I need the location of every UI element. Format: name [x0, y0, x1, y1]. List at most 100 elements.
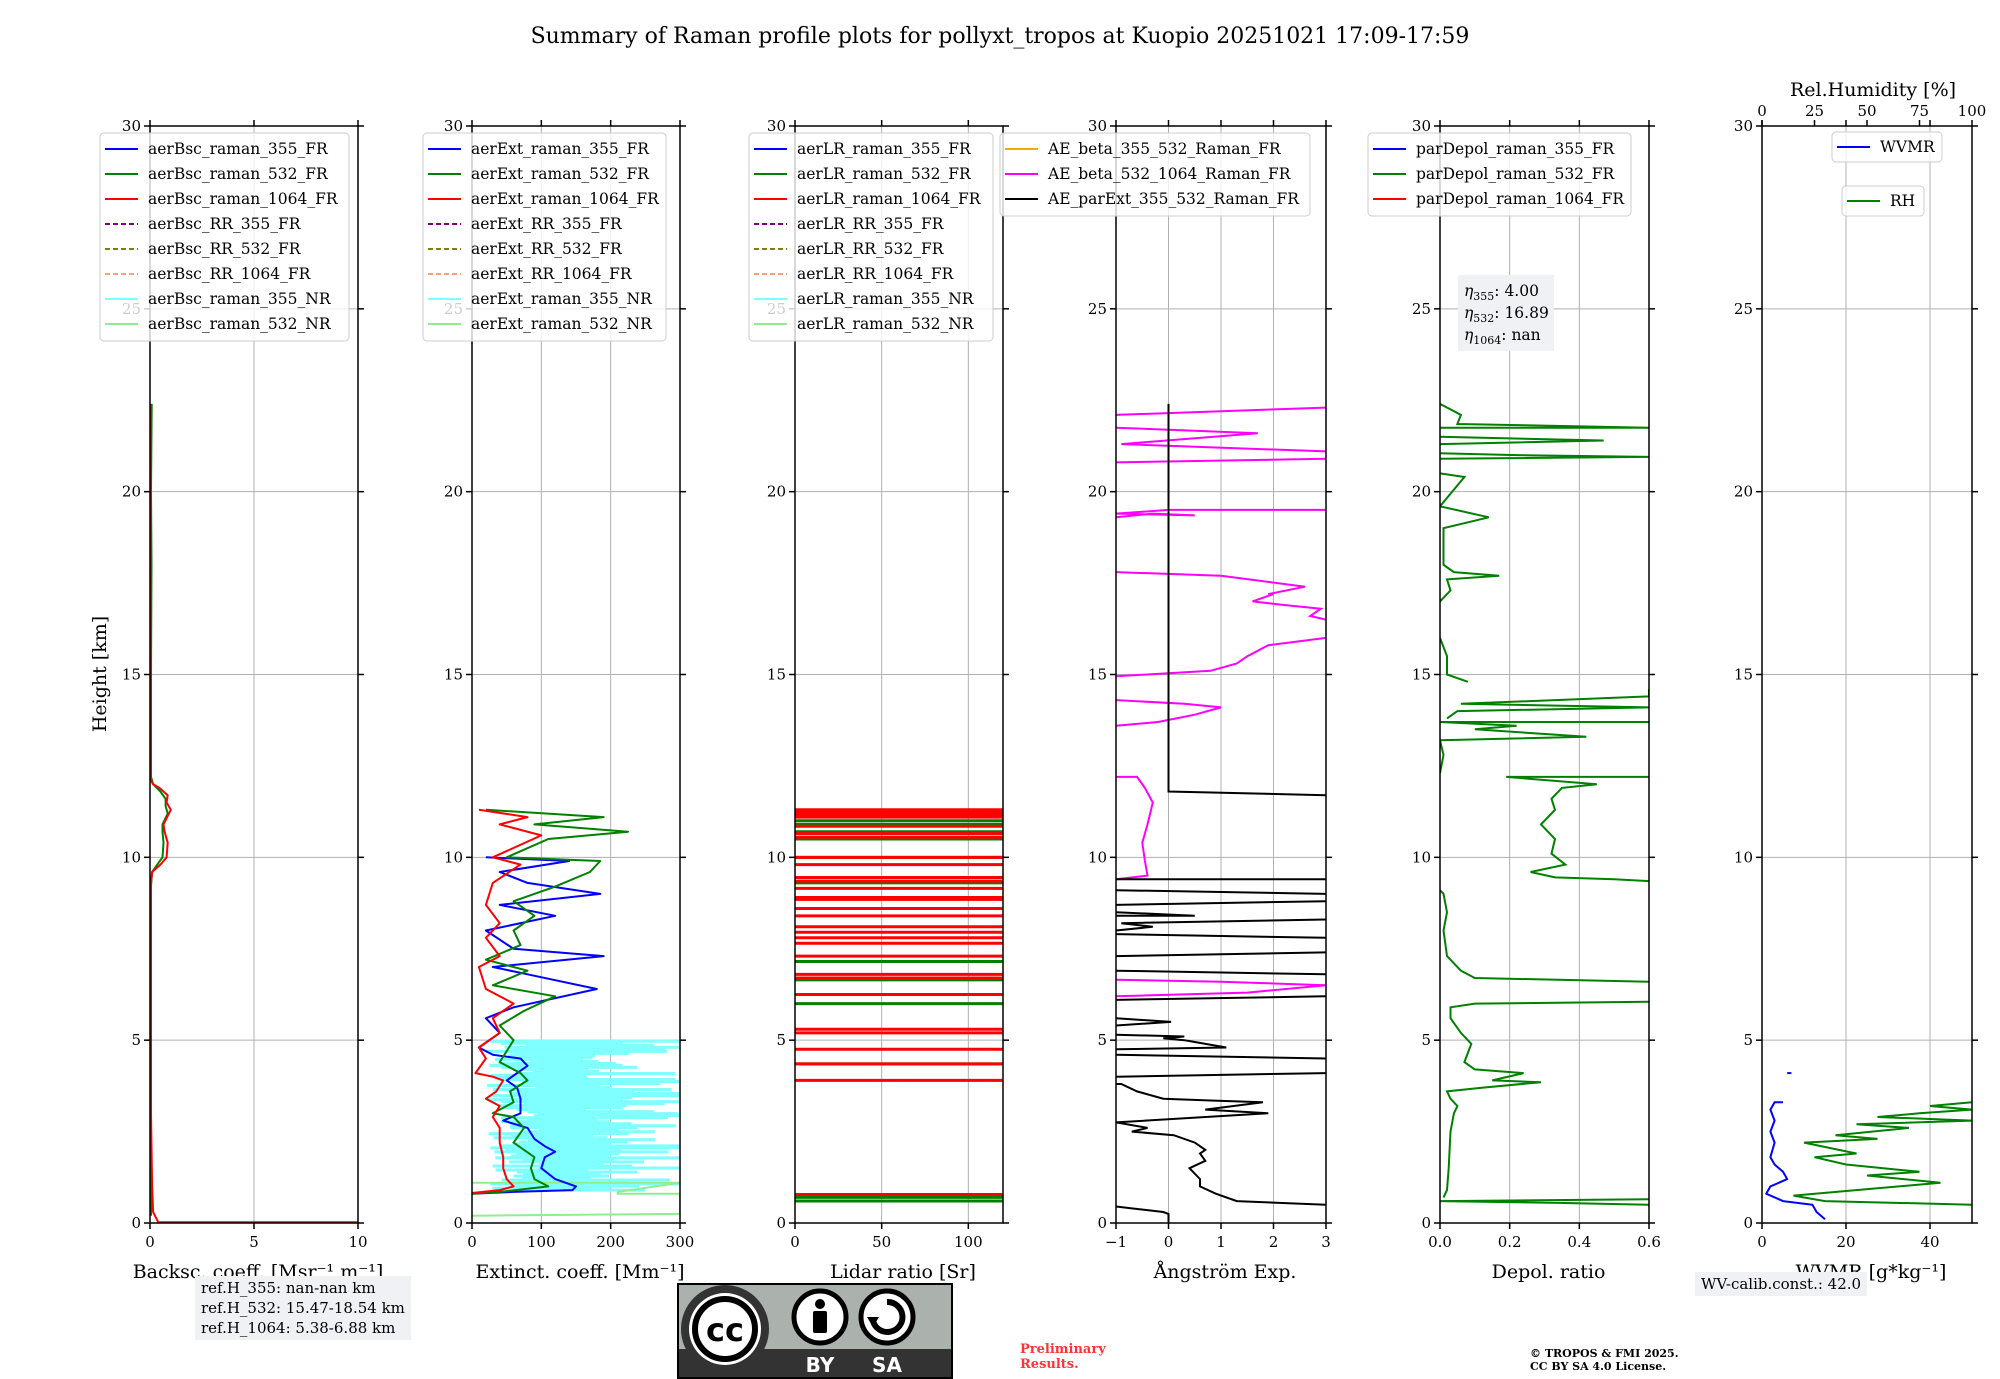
y-tick-label: 10	[1412, 848, 1431, 866]
legend: WVMR RH	[1831, 131, 1943, 217]
x-tick-label: 0	[145, 1233, 155, 1251]
data-segment	[1116, 1083, 1326, 1206]
y-tick-label: 5	[131, 1031, 141, 1049]
legend-entry: aerLR_RR_355_FR	[797, 215, 945, 233]
data-segment	[1116, 1033, 1227, 1051]
wv-calibration-constant: WV-calib.const.: 42.0	[1701, 1275, 1862, 1293]
series-aerBsc_raman_1064_FR	[150, 403, 358, 1223]
y-tick-label: 15	[1734, 666, 1753, 684]
y-tick-label: 15	[444, 666, 463, 684]
top-x-tick-label: 0	[1757, 102, 1767, 120]
legend-entry: aerBsc_RR_532_FR	[148, 240, 302, 258]
ref-height-532: ref.H_532: 15.47-18.54 km	[201, 1299, 405, 1317]
plot-area	[472, 808, 680, 1217]
legend-entry: aerBsc_RR_355_FR	[148, 215, 302, 233]
x-tick-label: 200	[596, 1233, 625, 1251]
top-x-tick-label: 25	[1805, 102, 1824, 120]
data-segment	[1440, 1198, 1649, 1207]
y-tick-label: 20	[767, 483, 786, 501]
data-segment	[1116, 889, 1326, 895]
data-segment	[1116, 995, 1326, 1001]
y-tick-label: 10	[122, 848, 141, 866]
legend: aerBsc_raman_355_FR aerBsc_raman_532_FRae…	[99, 132, 350, 342]
y-tick-label: 15	[767, 666, 786, 684]
y-tick-label: 30	[1412, 117, 1431, 135]
legend-entry: AE_beta_532_1064_Raman_FR	[1047, 165, 1292, 183]
x-axis-label: Depol. ratio	[1492, 1261, 1606, 1283]
legend-entry: aerBsc_raman_355_NR	[148, 290, 332, 308]
y-tick-label: 5	[1743, 1031, 1753, 1049]
legend: AE_beta_355_532_Raman_FR AE_beta_532_1064…	[999, 132, 1311, 217]
wv-calibration-box: WV-calib.const.: 42.0	[1695, 1272, 1868, 1296]
data-segment	[1446, 689, 1649, 720]
data-segment	[1116, 571, 1326, 621]
data-segment	[1440, 637, 1469, 683]
y-tick-label: 5	[1421, 1031, 1431, 1049]
x-tick-label: 1	[1216, 1233, 1226, 1251]
top-x-tick-label: 75	[1910, 102, 1929, 120]
y-tick-label: 30	[444, 117, 463, 135]
data-segment	[1116, 900, 1326, 906]
legend-entry: aerLR_raman_1064_FR	[797, 190, 982, 208]
x-tick-label: 20	[1836, 1233, 1855, 1251]
x-tick-label: 0.0	[1428, 1233, 1452, 1251]
x-tick-label: 5	[249, 1233, 259, 1251]
legend-entry: aerBsc_raman_1064_FR	[148, 190, 339, 208]
series-aerExt_raman_532_NR	[472, 1181, 680, 1217]
y-tick-label: 15	[1088, 666, 1107, 684]
x-tick-label: 3	[1321, 1233, 1331, 1251]
data-segment	[1440, 721, 1649, 774]
data-segment	[1116, 636, 1326, 678]
legend-entry: parDepol_raman_532_FR	[1416, 165, 1616, 183]
data-segment	[1116, 933, 1326, 939]
y-tick-label: 10	[1088, 848, 1107, 866]
eta-value-532: η532: 16.89	[1464, 304, 1549, 325]
x-tick-label: 0.2	[1498, 1233, 1522, 1251]
legend: parDepol_raman_355_FR parDepol_raman_532_…	[1367, 132, 1632, 217]
by-label: BY	[806, 1353, 835, 1377]
x-tick-label: 0.6	[1637, 1233, 1661, 1251]
top-x-axis-label: Rel.Humidity [%]	[1790, 79, 1956, 101]
data-segment	[1116, 969, 1326, 976]
figure-title: Summary of Raman profile plots for polly…	[531, 24, 1470, 49]
x-tick-label: 0	[1164, 1233, 1174, 1251]
x-tick-label: 0	[790, 1233, 800, 1251]
copyright-line-2: CC BY SA 4.0 License.	[1530, 1360, 1667, 1373]
series-AE_beta_532_1064_Raman_FR	[1116, 406, 1326, 998]
legend-entry: aerLR_raman_355_FR	[797, 140, 972, 158]
series-parDepol_raman_532_FR	[1440, 403, 1649, 1207]
legend-box	[999, 132, 1311, 217]
ref-height-1064: ref.H_1064: 5.38-6.88 km	[201, 1319, 396, 1337]
data-segment	[1116, 1205, 1170, 1223]
legend-entry: AE_beta_355_532_Raman_FR	[1047, 140, 1282, 158]
y-tick-label: 15	[1412, 666, 1431, 684]
legend-entry: RH	[1890, 192, 1915, 210]
y-tick-label: 20	[444, 483, 463, 501]
data-segment	[1116, 426, 1326, 453]
x-tick-label: 100	[954, 1233, 983, 1251]
legend-entry: WVMR	[1880, 138, 1936, 156]
y-tick-label: 30	[1088, 117, 1107, 135]
legend-box	[99, 132, 350, 342]
y-tick-label: 20	[1734, 483, 1753, 501]
x-axis-label: Ångström Exp.	[1153, 1261, 1297, 1283]
x-tick-label: 300	[666, 1233, 695, 1251]
copyright-line-1: © TROPOS & FMI 2025.	[1530, 1347, 1679, 1360]
plot-area	[1440, 403, 1649, 1207]
cc-by-sa-badge: cc BY SA	[677, 1283, 953, 1379]
legend-box	[422, 132, 667, 342]
x-tick-label: −1	[1105, 1233, 1127, 1251]
legend-entry: aerBsc_raman_355_FR	[148, 140, 329, 158]
legend-entry: aerLR_raman_532_NR	[797, 315, 975, 333]
series-aerLR_raman_1064_FR	[795, 808, 1003, 1196]
series-aerExt_raman_532_FR	[472, 808, 629, 1195]
data-segment	[1116, 508, 1326, 519]
y-tick-label: 30	[767, 117, 786, 135]
panel-extinction: 0100200300051015202530Extinct. coeff. [M…	[422, 117, 695, 1283]
y-tick-label: 20	[1412, 483, 1431, 501]
data-segment	[1116, 911, 1195, 917]
legend-entry: aerExt_raman_532_FR	[471, 165, 650, 183]
y-tick-label: 10	[767, 848, 786, 866]
eta-value-355: η355: 4.00	[1464, 282, 1539, 303]
